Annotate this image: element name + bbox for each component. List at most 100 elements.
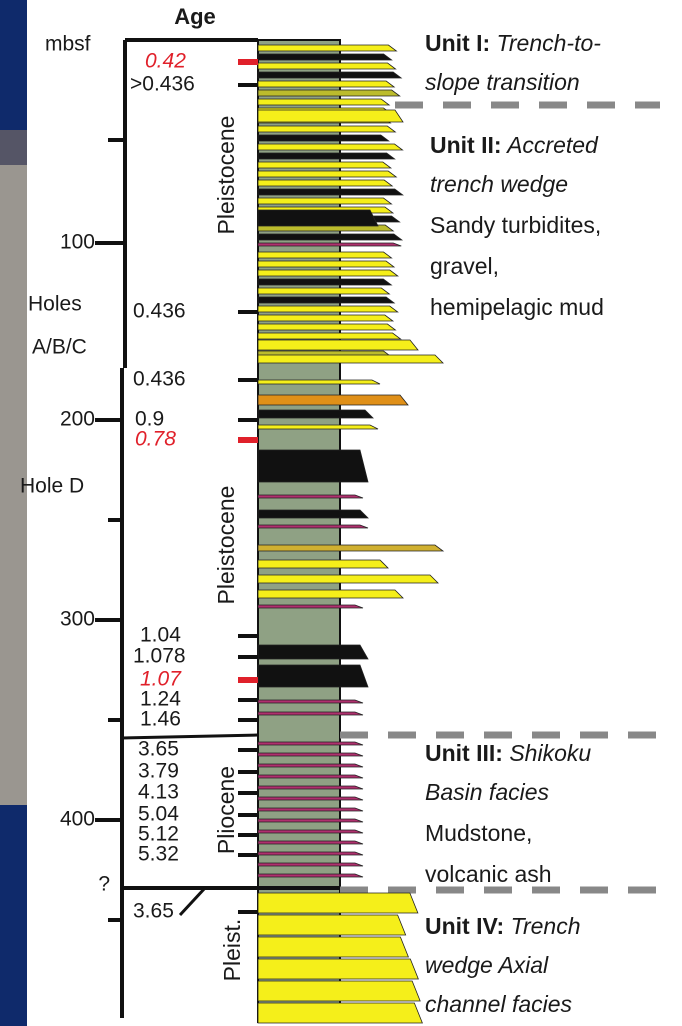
depth-label: 100: [60, 231, 95, 254]
age-label: 0.436: [133, 368, 186, 391]
age-label: 3.65: [138, 738, 179, 761]
depth-label: 200: [60, 408, 95, 431]
bed: [257, 840, 364, 845]
bed: [257, 152, 396, 160]
bed: [257, 260, 396, 268]
bed: [257, 354, 444, 364]
boundary: [178, 886, 207, 917]
bed: [257, 574, 439, 584]
bed: [257, 559, 389, 569]
bed: [257, 332, 402, 340]
unit-heading: Unit I: Trench-to-: [425, 30, 601, 56]
unit-desc: Shikoku: [503, 740, 591, 766]
bed: [257, 98, 391, 106]
bed: [257, 296, 396, 304]
bed: [257, 379, 381, 385]
bed: [257, 109, 404, 123]
unit-desc: Mudstone,: [425, 820, 532, 846]
age-label: 0.9: [135, 408, 164, 431]
unit-desc: channel facies: [425, 991, 573, 1017]
depth-label: 400: [60, 808, 95, 831]
age-label: 0.42: [145, 50, 186, 73]
bed: [257, 161, 393, 169]
age-label: 1.07: [140, 668, 182, 691]
unit-desc: trench wedge: [430, 171, 568, 197]
bed: [257, 287, 391, 295]
bed: [257, 494, 364, 499]
bed: [257, 589, 404, 599]
unit-heading: Unit II: Accreted: [430, 132, 599, 158]
bed: [257, 278, 393, 286]
bed: [257, 711, 364, 716]
unit-label: Unit II:: [430, 132, 502, 158]
bed: [257, 1002, 423, 1024]
bed: [257, 604, 364, 609]
boundary: [121, 733, 259, 740]
unit-desc: Accreted: [502, 132, 600, 158]
bed: [257, 242, 402, 247]
unit-desc: gravel,: [430, 253, 499, 279]
age-label: 3.79: [138, 760, 179, 783]
unit-desc: wedge Axial: [425, 952, 549, 978]
bed: [257, 233, 404, 241]
bed: [257, 188, 404, 196]
bed: [257, 774, 364, 779]
bed: [257, 785, 364, 790]
bed: [257, 892, 419, 914]
age-label: 0.436: [133, 300, 186, 323]
bed: [257, 958, 419, 980]
unit-heading: Unit IV: Trench: [425, 913, 581, 939]
side-image-edge: [0, 130, 27, 165]
unit-desc: Basin facies: [425, 779, 550, 805]
age-label: 5.32: [138, 843, 179, 866]
bed: [257, 449, 369, 483]
age-label: 4.13: [138, 781, 179, 804]
unit-label: Unit I:: [425, 30, 490, 56]
bed: [257, 339, 419, 351]
bed: [257, 914, 407, 936]
bed: [257, 741, 364, 746]
unit-desc: Sandy turbidites,: [430, 212, 601, 238]
unit-desc: slope transition: [425, 69, 580, 95]
age-label: 0.78: [135, 428, 176, 451]
unit-desc: Trench-to-: [490, 30, 601, 56]
bed: [257, 323, 397, 331]
bed: [257, 524, 369, 529]
hole-label: Hole D: [20, 475, 84, 498]
bed: [257, 134, 390, 142]
depth-label: 300: [60, 608, 95, 631]
bed: [257, 829, 364, 834]
bed: [257, 179, 394, 187]
unit-desc: volcanic ash: [425, 861, 552, 887]
bed: [257, 664, 369, 688]
bed: [257, 269, 399, 277]
epoch-label: Pliocene: [213, 766, 239, 854]
bed: [257, 209, 379, 227]
age-label: 1.46: [140, 708, 181, 731]
bed: [257, 305, 399, 313]
bed: [257, 544, 445, 552]
title: Age: [174, 4, 216, 29]
epoch-label: Pleistocene: [213, 486, 239, 605]
unit-label: Unit IV:: [425, 913, 504, 939]
bed: [257, 197, 393, 205]
bed: [257, 62, 397, 70]
hole-label: A/B/C: [32, 336, 87, 359]
bed: [257, 89, 401, 97]
bed: [257, 80, 396, 88]
unit-desc: hemipelagic mud: [430, 294, 604, 320]
bed: [257, 862, 364, 867]
depth-label: ?: [98, 873, 110, 896]
age-label: >0.436: [130, 73, 195, 96]
bed: [257, 44, 398, 52]
epoch-label: Pleistocene: [213, 116, 239, 235]
bed: [257, 763, 364, 768]
bed: [257, 936, 409, 958]
bed: [257, 796, 364, 801]
bed: [257, 818, 364, 823]
age-label: 5.04: [138, 803, 179, 826]
bed: [257, 873, 364, 878]
bed: [257, 314, 395, 322]
unit-dividers: [340, 101, 660, 894]
